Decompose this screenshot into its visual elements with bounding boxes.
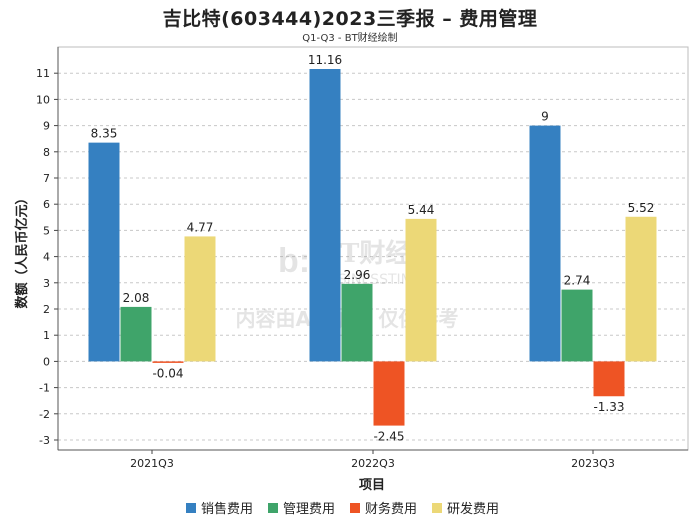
bar-销售费用-2021Q3 [88, 142, 120, 362]
bar-财务费用-2021Q3 [152, 361, 184, 363]
y-tick-label: 5 [43, 224, 50, 237]
legend-item[interactable]: 管理费用 [268, 502, 335, 517]
bar-研发费用-2021Q3 [184, 236, 216, 362]
bar-管理费用-2022Q3 [341, 283, 373, 362]
data-label: -1.33 [593, 400, 624, 414]
legend-label: 销售费用 [201, 501, 253, 517]
data-label: 11.16 [308, 53, 342, 67]
x-axis: 2021Q3 2022Q3 2023Q3 [58, 449, 688, 470]
x-tick-label: 2021Q3 [130, 457, 174, 470]
chart-subtitle: Q1-Q3 - BT财经绘制 [302, 33, 398, 44]
y-axis-ticks: -3 -2 -1 0 1 2 3 4 5 6 7 8 9 10 11 [36, 47, 59, 450]
grid-lines [57, 46, 689, 451]
x-axis-label: 项目 [359, 478, 385, 493]
y-tick-label: 11 [36, 67, 50, 80]
x-tick-label: 2022Q3 [351, 457, 395, 470]
data-label: 2.74 [564, 274, 591, 288]
legend-label: 财务费用 [365, 501, 417, 517]
y-tick-label: -1 [39, 382, 50, 395]
chart-title: 吉比特(603444)2023三季报 – 费用管理 [162, 8, 538, 30]
bar-研发费用-2023Q3 [625, 216, 657, 362]
bar-销售费用-2022Q3 [309, 69, 341, 362]
y-tick-label: 0 [43, 355, 50, 368]
y-tick-label: 10 [36, 93, 50, 106]
legend-label: 管理费用 [283, 502, 335, 517]
data-label: 2.96 [344, 268, 371, 282]
y-axis-label: 数额（人民币亿元） [14, 191, 30, 308]
legend-swatch [268, 503, 278, 513]
y-tick-label: -3 [39, 434, 50, 447]
y-tick-label: 9 [43, 120, 50, 133]
legend-item[interactable]: 研发费用 [432, 501, 499, 517]
legend-item[interactable]: 财务费用 [350, 501, 417, 517]
bar-管理费用-2023Q3 [561, 289, 593, 362]
y-tick-label: 7 [43, 172, 50, 185]
data-label: 9 [541, 110, 549, 124]
legend-swatch [186, 503, 196, 513]
bar-财务费用-2022Q3 [373, 361, 405, 426]
legend: 销售费用 管理费用 财务费用 研发费用 [186, 501, 499, 517]
data-label: 5.44 [408, 203, 435, 217]
y-tick-label: 3 [43, 277, 50, 290]
bar-研发费用-2022Q3 [405, 218, 437, 362]
legend-item[interactable]: 销售费用 [186, 501, 253, 517]
bars [88, 69, 657, 426]
legend-swatch [350, 503, 360, 513]
legend-swatch [432, 503, 442, 513]
data-label: 5.52 [628, 201, 655, 215]
y-tick-label: 1 [43, 329, 50, 342]
legend-label: 研发费用 [447, 501, 499, 517]
y-tick-label: 4 [43, 251, 50, 264]
x-tick-label: 2023Q3 [571, 457, 615, 470]
data-label: 8.35 [91, 127, 118, 141]
bar-管理费用-2021Q3 [120, 306, 152, 362]
bar-销售费用-2023Q3 [529, 125, 561, 362]
data-label: 2.08 [123, 291, 150, 305]
bar-财务费用-2023Q3 [593, 361, 625, 397]
data-label: 4.77 [187, 220, 214, 234]
data-label: -2.45 [373, 430, 404, 444]
y-tick-label: 2 [43, 303, 50, 316]
data-label: -0.04 [152, 366, 183, 380]
y-tick-label: 8 [43, 146, 50, 159]
data-labels: 8.35 2.08 -0.04 4.77 11.16 2.96 -2.45 5.44 9 2.74… [91, 53, 655, 444]
y-tick-label: 6 [43, 198, 50, 211]
y-tick-label: -2 [39, 408, 50, 421]
